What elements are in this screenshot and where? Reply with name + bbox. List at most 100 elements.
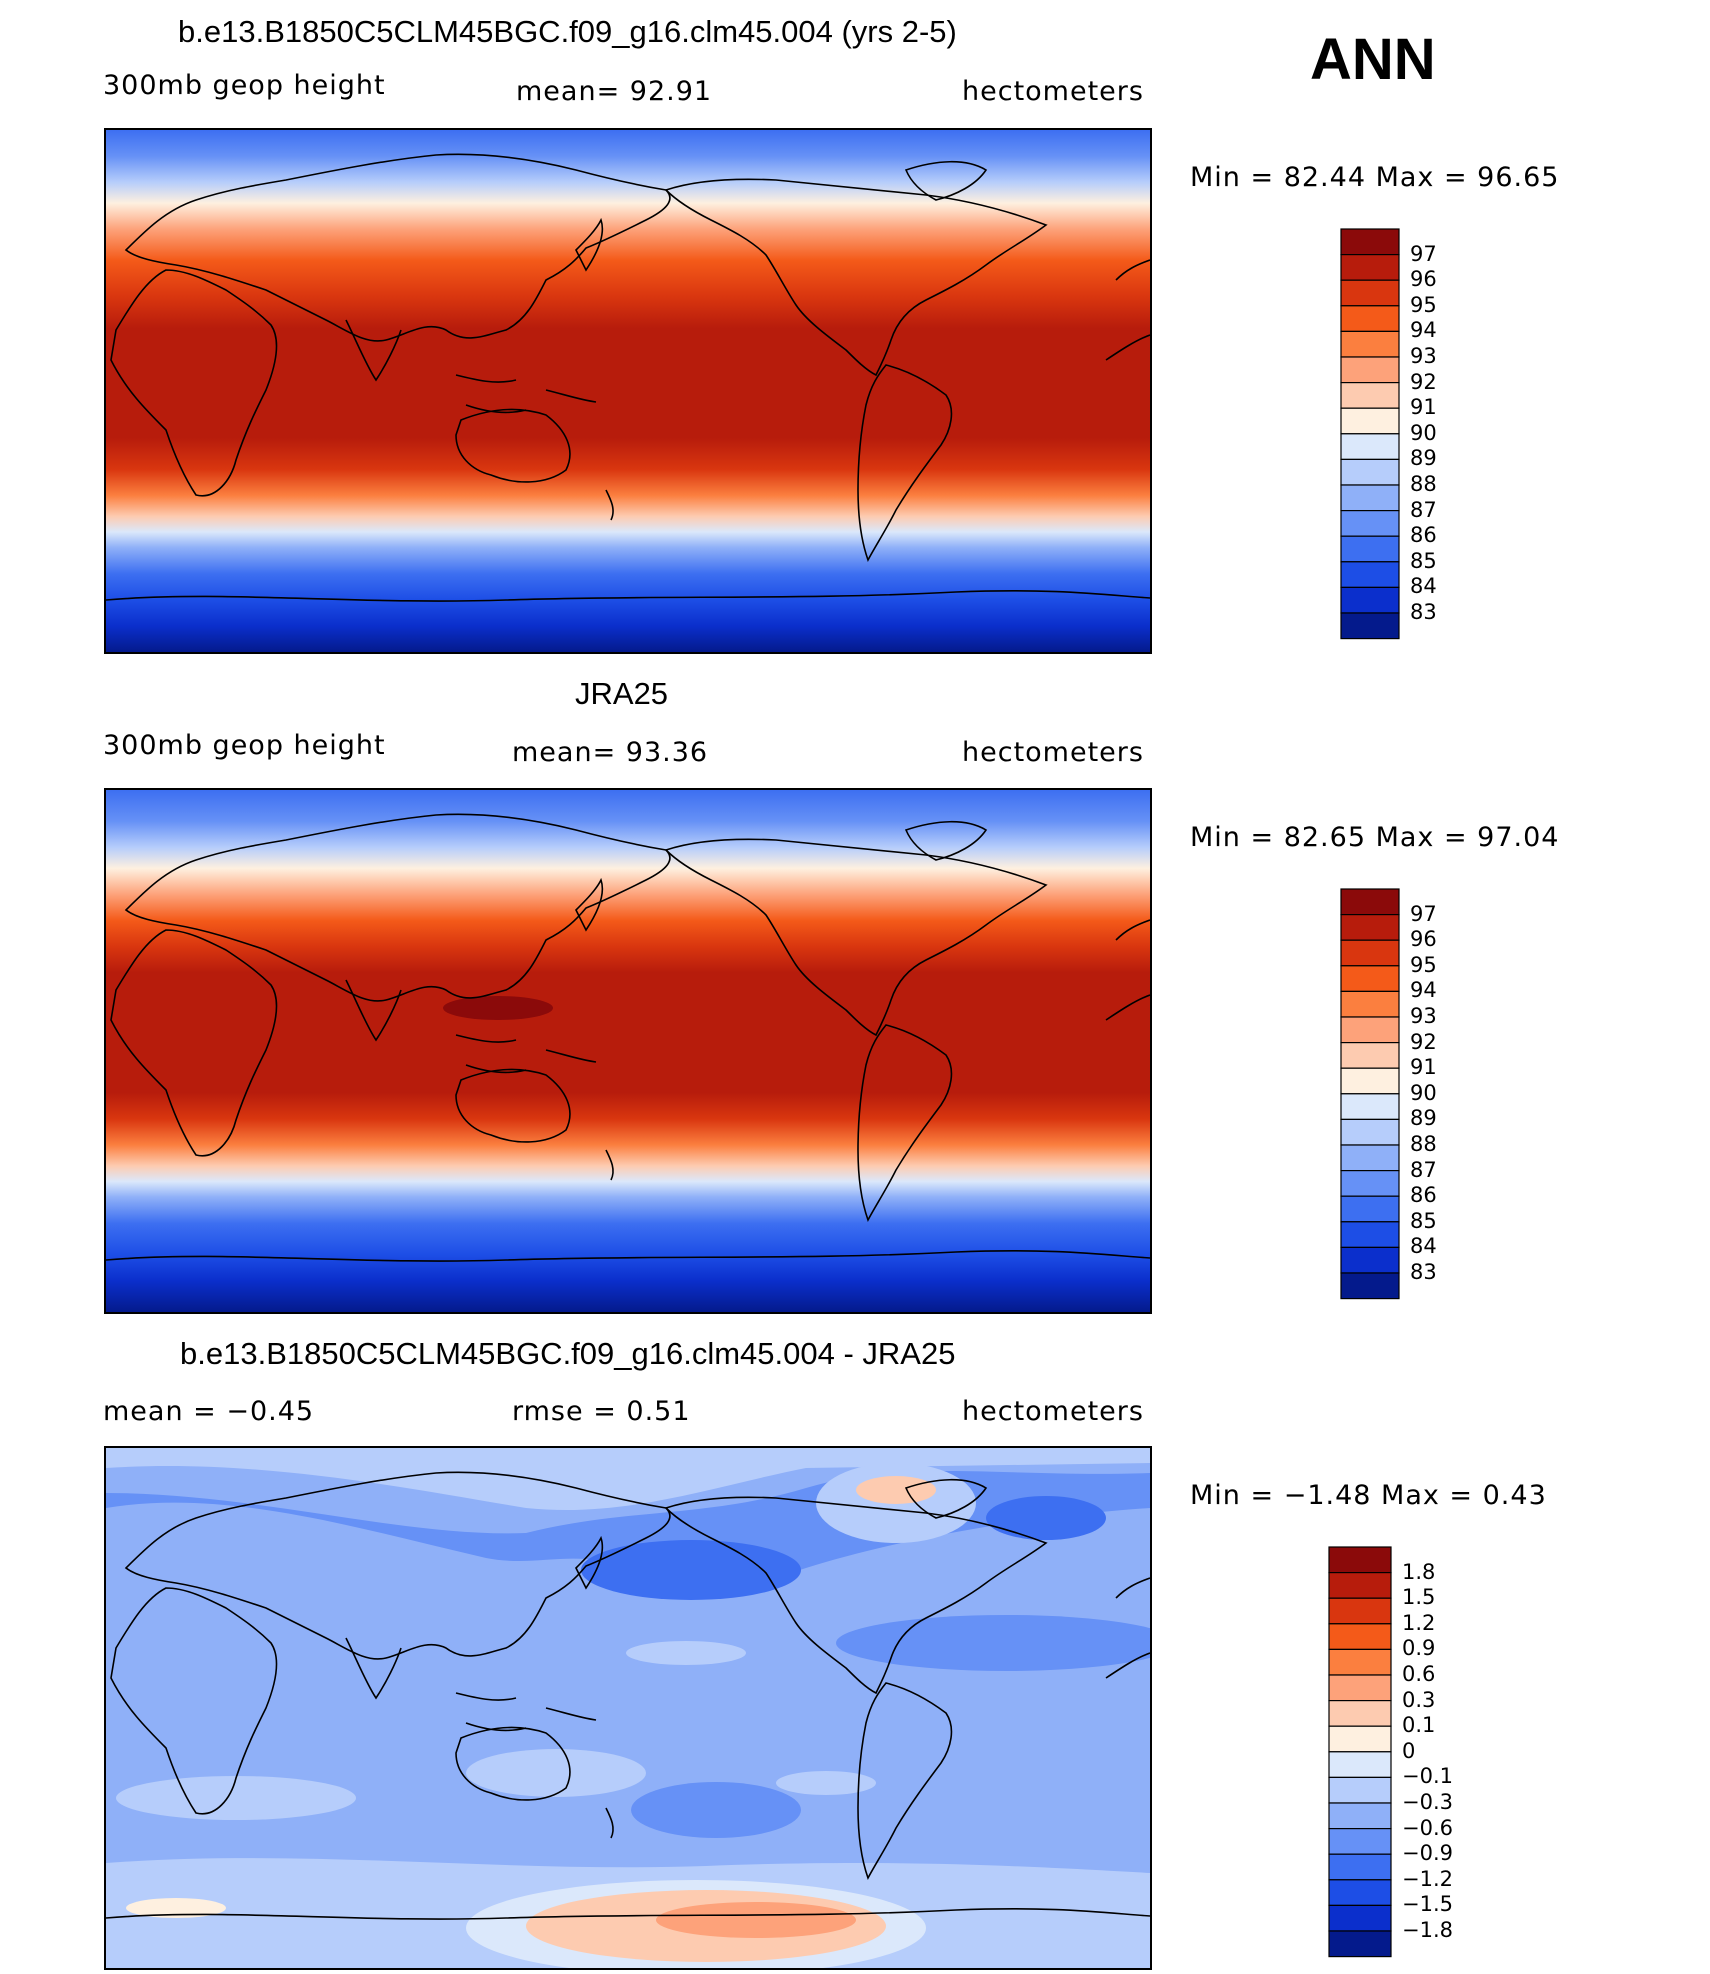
coastline-overlay <box>106 813 1150 1262</box>
coastline-path <box>455 1034 597 1074</box>
coastline-path <box>106 589 1150 602</box>
panel-diff-title: b.e13.B1850C5CLM45BGC.f09_g16.clm45.004 … <box>180 1336 956 1371</box>
panel-obs-map <box>104 788 1152 1314</box>
coastline-path <box>124 153 671 342</box>
coastline-path <box>904 160 988 201</box>
colorbar-swatch <box>1340 535 1400 563</box>
coastline-path <box>124 813 671 1002</box>
colorbar-swatch <box>1340 1067 1400 1095</box>
colorbar-swatch <box>1340 914 1400 941</box>
panel-obs-units: hectometers <box>962 737 1144 768</box>
colorbar-tick-label: −1.2 <box>1402 1866 1453 1891</box>
colorbar-tick-label: 88 <box>1410 472 1437 496</box>
colorbar-swatch <box>1340 279 1400 307</box>
colorbar-tick-label: −0.9 <box>1402 1841 1453 1866</box>
colorbar-swatch <box>1340 484 1400 512</box>
panel-model-units: hectometers <box>962 76 1144 107</box>
colorbar-tick-label: 0.6 <box>1402 1662 1436 1686</box>
colorbar-tick-label: 89 <box>1410 446 1437 471</box>
coastline-path <box>857 1024 953 1222</box>
colorbar-swatch <box>1340 254 1400 281</box>
colorbar-swatches <box>1340 888 1400 1300</box>
coastline-path <box>664 838 1048 1037</box>
colorbar-tick-label: 86 <box>1410 1183 1437 1208</box>
coastline-path <box>455 408 571 483</box>
colorbar-tick-label: 95 <box>1410 292 1437 317</box>
colorbar-tick-label: 87 <box>1410 1157 1437 1182</box>
colorbar-swatches <box>1328 1546 1392 1958</box>
coastline-path <box>575 1535 604 1590</box>
coastline-path <box>110 1587 278 1815</box>
colorbar-swatch <box>1328 1648 1392 1676</box>
colorbar-swatch <box>1328 1828 1392 1855</box>
coastline-path <box>455 1726 571 1801</box>
colorbar-swatch <box>1328 1879 1392 1906</box>
colorbar-tick-label: 1.5 <box>1402 1585 1436 1610</box>
colorbar-tick-label: −1.5 <box>1402 1892 1453 1917</box>
panel-diff-rmse: rmse = 0.51 <box>512 1396 691 1427</box>
colorbar-swatch <box>1340 1246 1400 1274</box>
colorbar-swatch <box>1340 1144 1400 1172</box>
colorbar-swatch <box>1328 1802 1392 1830</box>
panel-obs-minmax: Min = 82.65 Max = 97.04 <box>1190 822 1560 853</box>
coastline-path <box>605 1807 614 1839</box>
coastline-path <box>857 1682 953 1880</box>
coastline-path <box>455 1068 571 1143</box>
coastline-path <box>575 217 604 272</box>
colorbar-swatch <box>1328 1674 1392 1702</box>
colorbar-tick-label: −0.1 <box>1402 1764 1453 1789</box>
colorbar-swatch <box>1340 510 1400 537</box>
colorbar-tick-label: 88 <box>1410 1132 1437 1156</box>
colorbar-swatch <box>1340 990 1400 1018</box>
colorbar-swatch <box>1328 1776 1392 1804</box>
colorbar-tick-label: 0.9 <box>1402 1636 1436 1661</box>
colorbar-tick-label: 84 <box>1410 574 1437 599</box>
colorbar-tick-label: 94 <box>1410 978 1437 1003</box>
coastline-path <box>575 877 604 932</box>
coastline-path <box>455 1692 597 1732</box>
colorbar-tick-label: 95 <box>1410 952 1437 977</box>
panel-model-map <box>104 128 1152 654</box>
colorbar-tick-label: 85 <box>1410 548 1437 573</box>
colorbar-swatch <box>1340 586 1400 614</box>
colorbar-swatch <box>1340 1042 1400 1069</box>
coastline-path <box>664 178 1048 377</box>
colorbar-tick-label: 84 <box>1410 1234 1437 1259</box>
colorbar-swatch <box>1340 1195 1400 1223</box>
panel-obs-mean: mean= 93.36 <box>512 737 709 768</box>
coastline-path <box>1105 919 1150 1021</box>
colorbar-swatch <box>1340 1118 1400 1146</box>
coastline-overlay <box>106 1471 1150 1920</box>
coastline-path <box>1105 259 1150 361</box>
colorbar-swatch <box>1340 1170 1400 1197</box>
panel-diff-minmax: Min = −1.48 Max = 0.43 <box>1190 1480 1547 1511</box>
colorbar-swatch <box>1328 1700 1392 1727</box>
colorbar-swatch <box>1340 1093 1400 1121</box>
colorbar-tick-label: 96 <box>1410 267 1437 292</box>
coastline-path <box>106 1249 1150 1262</box>
coastline-path <box>110 929 278 1157</box>
colorbar-swatch <box>1340 1221 1400 1248</box>
colorbar-swatches <box>1340 228 1400 640</box>
coastline-path <box>345 319 402 382</box>
colorbar-tick-label: 83 <box>1410 1260 1437 1284</box>
colorbar-tick-label: 91 <box>1410 395 1437 420</box>
colorbar-swatch <box>1328 1930 1392 1958</box>
colorbar-swatch <box>1340 407 1400 435</box>
panel-obs-title: JRA25 <box>575 676 669 711</box>
colorbar-swatch <box>1328 1623 1392 1651</box>
panel-model-left-label: 300mb geop height <box>103 70 386 101</box>
colorbar-tick-label: 93 <box>1410 1004 1437 1028</box>
coastline-path <box>345 1637 402 1700</box>
colorbar-swatch <box>1340 228 1400 256</box>
coastline-path <box>904 820 988 861</box>
colorbar-swatch <box>1328 1597 1392 1625</box>
panel-model-title: b.e13.B1850C5CLM45BGC.f09_g16.clm45.004 … <box>178 14 957 49</box>
colorbar-tick-label: 94 <box>1410 318 1437 343</box>
colorbar-tick-label: −1.8 <box>1402 1918 1453 1942</box>
coastline-path <box>1105 1577 1150 1679</box>
colorbar-tick-label: 90 <box>1410 420 1437 445</box>
colorbar-tick-label: 83 <box>1410 600 1437 624</box>
colorbar-swatch <box>1340 330 1400 358</box>
coastline-path <box>904 1478 988 1519</box>
